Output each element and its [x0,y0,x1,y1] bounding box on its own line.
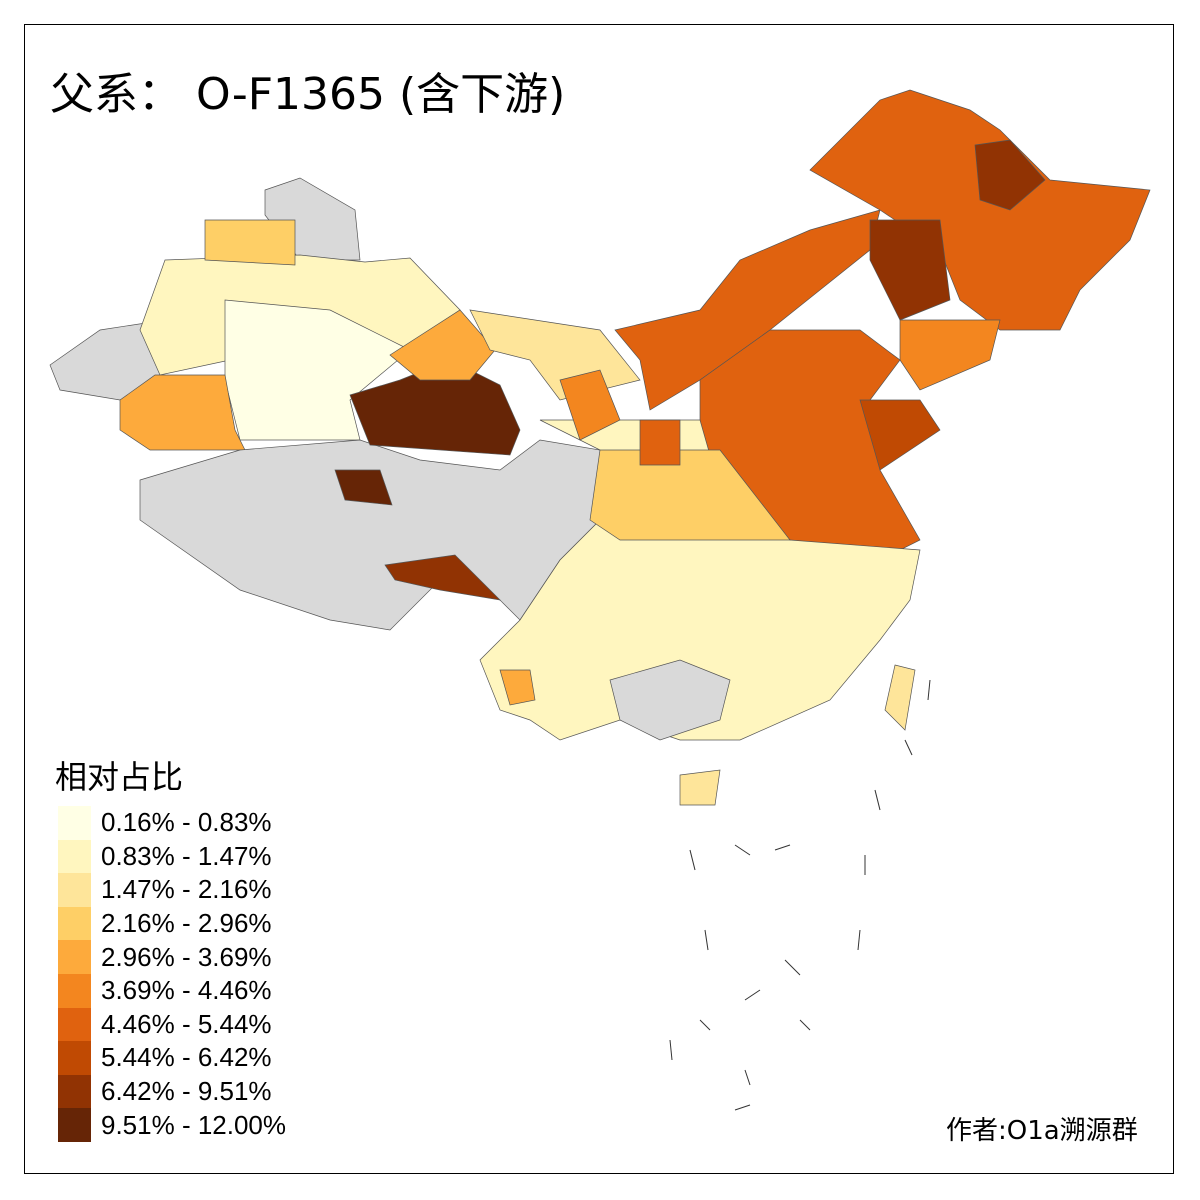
legend-item: 0.83% - 1.47% [58,839,286,874]
legend-label: 3.69% - 4.46% [101,975,272,1006]
legend-swatch [58,1041,91,1075]
region [679,769,721,806]
region [589,449,791,541]
legend-swatch [58,873,91,907]
region [499,669,536,706]
region-no-data [609,659,731,741]
island-mark [744,1069,751,1086]
legend-label: 6.42% - 9.51% [101,1076,272,1107]
legend-label: 1.47% - 2.16% [101,874,272,905]
region [349,359,521,456]
legend-label: 2.96% - 3.69% [101,941,272,972]
legend: 0.16% - 0.83% 0.83% - 1.47% 1.47% - 2.16% 2… [58,806,286,1142]
island-mark [704,929,709,951]
island-mark [799,1019,811,1031]
island-mark [734,844,751,856]
legend-label: 4.46% - 5.44% [101,1008,272,1039]
region [809,89,1151,331]
legend-swatch [58,1074,91,1109]
region [899,319,1001,391]
legend-label: 5.44% - 6.42% [101,1042,272,1073]
map-title: 父系： O-F1365 (含下游) [50,69,566,120]
island-mark [857,929,861,951]
region [389,309,496,381]
legend-item: 6.42% - 9.51% [58,1074,286,1109]
author-credit: 作者:O1a溯源群 [946,1116,1138,1146]
legend-swatch [58,806,91,840]
island-mark [689,849,696,871]
legend-swatch [58,1108,91,1142]
map-frame [24,24,1174,1174]
island-mark [874,789,881,811]
region [869,219,951,321]
island-mark [904,739,913,756]
region [859,399,941,471]
legend-swatch [58,940,91,974]
island-mark [734,1104,751,1111]
region [384,554,502,601]
island-mark [774,844,791,851]
legend-item: 5.44% - 6.42% [58,1041,286,1075]
legend-item: 0.16% - 0.83% [58,806,286,840]
legend-item: 2.16% - 2.96% [58,906,286,941]
island-mark [669,1039,673,1061]
legend-label: 0.16% - 0.83% [101,807,272,838]
region [334,469,393,506]
legend-item: 1.47% - 2.16% [58,873,286,907]
island-mark [784,959,801,976]
legend-item: 9.51% - 12.00% [58,1108,286,1142]
legend-title: 相对占比 [55,758,184,796]
island-mark [744,989,761,1001]
legend-label: 2.16% - 2.96% [101,908,272,939]
island-mark [927,679,931,701]
legend-swatch [58,906,91,941]
legend-item: 2.96% - 3.69% [58,940,286,974]
legend-item: 4.46% - 5.44% [58,1007,286,1042]
legend-swatch [58,973,91,1008]
legend-swatch [58,839,91,874]
region [559,369,621,441]
region [884,664,916,731]
legend-item: 3.69% - 4.46% [58,973,286,1008]
region [614,209,881,411]
region [639,419,681,466]
legend-swatch [58,1007,91,1042]
legend-label: 9.51% - 12.00% [101,1109,287,1140]
region [119,374,246,451]
legend-label: 0.83% - 1.47% [101,840,272,871]
region-no-data [139,439,601,631]
region [974,139,1046,211]
island-mark [699,1019,711,1031]
region [204,219,296,266]
